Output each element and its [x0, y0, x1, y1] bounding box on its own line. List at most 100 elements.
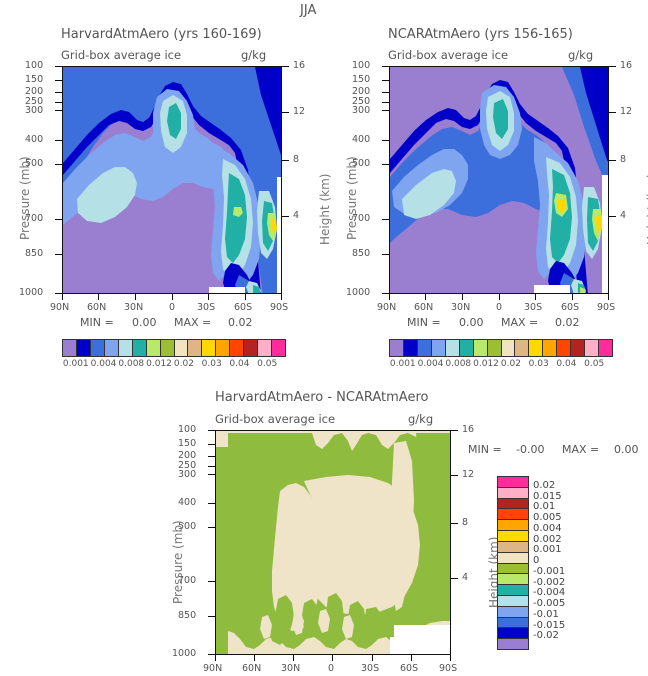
legend-tick-9: -0.002	[533, 576, 566, 588]
colorbar-tick-0: 0.001	[389, 359, 416, 369]
panel-diff-htick-4: 4	[462, 572, 469, 583]
legend-tick-12: -0.01	[533, 608, 559, 620]
panel-left-colorbar[interactable]	[62, 339, 286, 357]
panel-diff-max-value: 0.00	[614, 443, 639, 456]
legend-tick-10: -0.004	[533, 587, 566, 599]
panel-left-lat-30N: 30N	[124, 302, 144, 313]
colorbar-tick-3: 0.012	[473, 359, 499, 369]
colorbar-tick-2: 0.008	[445, 359, 472, 369]
colorbar-swatch-11	[543, 340, 558, 356]
colorbar-swatch-14	[258, 340, 273, 356]
panel-left-max-label: MAX =	[174, 316, 212, 329]
panel-right-ptick-100: 100	[352, 60, 371, 71]
panel-diff-ptick-200: 200	[178, 450, 197, 461]
panel-right-lat-60N: 60N	[414, 302, 434, 313]
panel-left-ptick-400: 400	[25, 134, 44, 145]
legend-swatch-6	[498, 541, 528, 553]
colorbar-swatch-7	[160, 340, 175, 356]
colorbar-swatch-9	[515, 340, 530, 356]
legend-swatch-9	[498, 574, 528, 586]
colorbar-swatch-12	[230, 340, 245, 356]
panel-left-y2label: Height (km)	[318, 173, 332, 245]
colorbar-tick-5: 0.03	[201, 359, 222, 369]
panel-right-plot-area[interactable]	[389, 66, 609, 294]
legend-swatch-15	[498, 639, 528, 649]
legend-swatch-3	[498, 509, 528, 521]
panel-left-ylabel: Pressure (mb)	[18, 156, 32, 240]
panel-right-colorbar[interactable]	[389, 339, 613, 357]
colorbar-tick-1: 0.004	[90, 359, 117, 369]
panel-diff-ptick-1000: 1000	[172, 648, 197, 659]
panel-diff-ptick-300: 300	[178, 469, 197, 480]
panel-diff-ptick-250: 250	[178, 460, 197, 471]
colorbar-swatch-15	[599, 340, 612, 356]
legend-tick-7: 0	[533, 555, 540, 566]
panel-diff-ylabel: Pressure (mb)	[171, 520, 185, 604]
panel-diff-ptick-500: 500	[178, 521, 197, 532]
panel-left-lat-60S: 60S	[234, 302, 253, 313]
panel-right-lat-30S: 30S	[524, 302, 543, 313]
colorbar-swatch-9	[188, 340, 203, 356]
colorbar-swatch-4	[445, 340, 460, 356]
panel-left-ptick-700: 700	[25, 213, 44, 224]
panel-left-ptick-1000: 1000	[19, 287, 44, 298]
panel-right-ptick-400: 400	[352, 134, 371, 145]
panel-left-lat-60N: 60N	[87, 302, 107, 313]
legend-tick-4: 0.004	[533, 522, 562, 534]
colorbar-swatch-15	[272, 340, 285, 356]
panel-left-ptick-300: 300	[25, 105, 44, 116]
panel-diff-lat-0: 0	[328, 663, 335, 674]
panel-right-lat-30N: 30N	[451, 302, 471, 313]
colorbar-swatch-10	[202, 340, 217, 356]
panel-left-min-value: 0.00	[132, 316, 157, 329]
panel-right-units: g/kg	[568, 48, 594, 62]
legend-tick-11: -0.005	[533, 598, 566, 609]
panel-right-ylabel: Pressure (mb)	[345, 156, 359, 240]
legend-swatch-13	[498, 617, 528, 629]
panel-left-lat-0: 0	[169, 302, 176, 313]
panel-right-title: NCARAtmAero (yrs 156-165)	[388, 27, 573, 42]
colorbar-swatch-8	[174, 340, 189, 356]
panel-diff-min-value: -0.00	[516, 443, 545, 456]
legend-swatch-4	[498, 520, 528, 532]
panel-left-max-value: 0.02	[228, 316, 253, 329]
legend-swatch-0	[498, 477, 528, 488]
panel-left-plot-area[interactable]	[62, 66, 282, 294]
colorbar-swatch-0	[63, 340, 77, 356]
panel-diff-lat-90S: 90S	[439, 663, 458, 674]
panel-diff-htick-8: 8	[462, 517, 469, 528]
panel-right-lat-60S: 60S	[561, 302, 580, 313]
panel-diff-lat-30S: 30S	[361, 663, 380, 674]
colorbar-tick-4: 0.02	[500, 359, 521, 369]
colorbar-swatch-12	[557, 340, 572, 356]
panel-left-htick-4: 4	[293, 210, 300, 221]
panel-diff-lat-60N: 60N	[242, 663, 262, 674]
panel-left-contour-field	[63, 67, 281, 293]
colorbar-swatch-6	[146, 340, 161, 356]
legend-swatch-10	[498, 585, 528, 596]
panel-right-ptick-200: 200	[352, 86, 371, 97]
colorbar-tick-3: 0.012	[146, 359, 172, 369]
legend-swatch-11	[498, 595, 528, 607]
panel-right-min-value: 0.00	[459, 316, 484, 329]
colorbar-tick-4: 0.02	[173, 359, 194, 369]
colorbar-tick-6: 0.04	[229, 359, 250, 369]
panel-right-ptick-700: 700	[352, 213, 371, 224]
figure-title: JJA	[300, 3, 317, 18]
panel-right-htick-8: 8	[620, 154, 627, 165]
panel-diff-ptick-700: 700	[178, 575, 197, 586]
legend-tick-5: 0.002	[533, 533, 562, 545]
panel-left-ptick-250: 250	[25, 96, 44, 107]
panel-right-htick-16: 16	[620, 60, 633, 71]
colorbar-swatch-2	[417, 340, 432, 356]
legend-swatch-14	[498, 628, 528, 640]
panel-diff-colorbar[interactable]	[497, 476, 529, 650]
panel-left-min-label: MIN =	[80, 316, 114, 329]
panel-left-lat-30S: 30S	[197, 302, 216, 313]
panel-diff-htick-12: 12	[462, 469, 475, 480]
panel-diff-subtitle: Grid-box average ice	[215, 412, 336, 426]
panel-diff-plot-area[interactable]	[215, 430, 451, 655]
panel-right-ptick-500: 500	[352, 158, 371, 169]
panel-diff-ptick-850: 850	[178, 610, 197, 621]
colorbar-tick-0: 0.001	[62, 359, 89, 369]
